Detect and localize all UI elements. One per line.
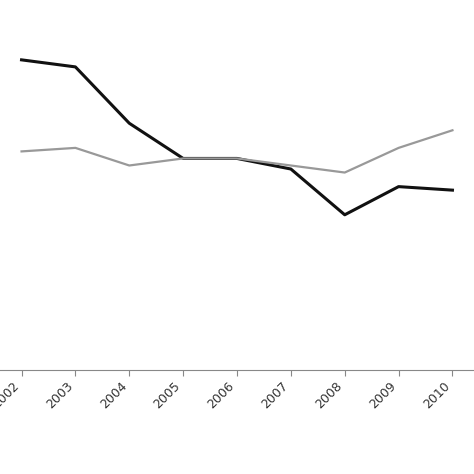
Rural xyxy=(288,166,294,172)
Rural xyxy=(396,184,401,190)
Urban xyxy=(73,145,78,151)
Line: Urban: Urban xyxy=(21,130,453,173)
Urban xyxy=(18,148,24,154)
Urban xyxy=(180,155,186,161)
Rural xyxy=(18,57,24,63)
Rural xyxy=(180,155,186,161)
Urban xyxy=(396,145,401,151)
Rural xyxy=(127,120,132,126)
Rural xyxy=(73,64,78,70)
Urban xyxy=(127,163,132,168)
Rural xyxy=(234,155,240,161)
Urban xyxy=(450,128,456,133)
Urban xyxy=(288,163,294,168)
Rural xyxy=(450,187,456,193)
Rural xyxy=(342,212,347,218)
Urban xyxy=(342,170,347,175)
Urban xyxy=(234,155,240,161)
Line: Rural: Rural xyxy=(21,60,453,215)
